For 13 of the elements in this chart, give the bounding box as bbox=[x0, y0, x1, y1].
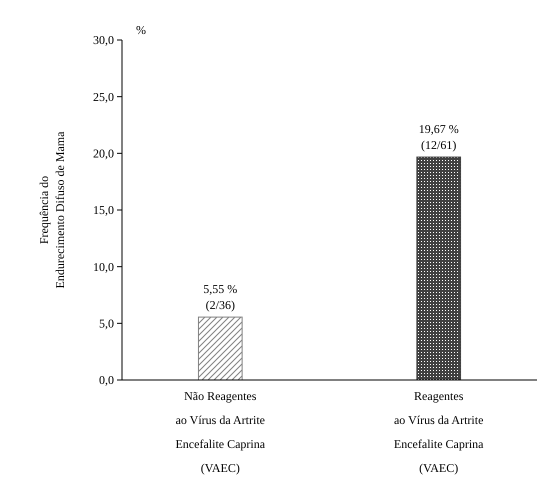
y-tick-label: 5,0 bbox=[99, 316, 114, 331]
x-tick-label: Não Reagentes ao Vírus da Artrite Encefalite Caprina (VAEC) bbox=[175, 389, 266, 475]
data-label: 5,55 % (2/36) bbox=[203, 282, 238, 312]
x-tick-label: Reagentes ao Vírus da Artrite Encefalite Caprina (VAEC) bbox=[394, 389, 484, 475]
y-tick-label: 25,0 bbox=[93, 90, 114, 104]
y-tick-label: 30,0 bbox=[93, 33, 114, 48]
y-tick-label: 15,0 bbox=[93, 203, 114, 218]
text: % bbox=[136, 23, 146, 38]
data-label: 19,67 % (12/61) bbox=[418, 122, 459, 152]
y-tick-label: 20,0 bbox=[93, 146, 114, 161]
y-tick-label: 0,0 bbox=[99, 373, 114, 388]
y-tick-label: 10,0 bbox=[93, 260, 114, 274]
y-axis-title: Frequência do Endurecimento Difuso de Mama bbox=[37, 130, 67, 288]
